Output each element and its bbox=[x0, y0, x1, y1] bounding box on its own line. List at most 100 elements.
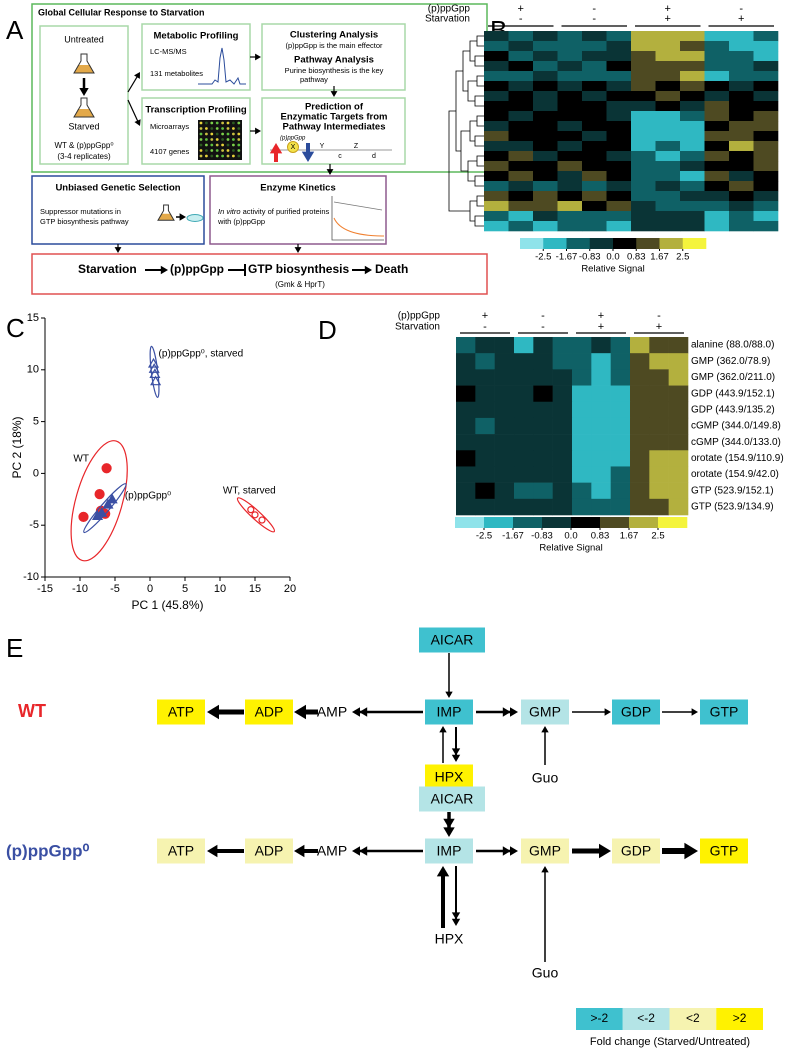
heat-cell bbox=[557, 181, 583, 192]
heat-cell bbox=[610, 337, 631, 354]
arrow-shaft bbox=[127, 75, 139, 93]
spot bbox=[226, 154, 230, 158]
heat-cell bbox=[655, 51, 681, 62]
heat-cell bbox=[508, 171, 534, 182]
spot bbox=[215, 143, 219, 147]
conclusion-sub: (Gmk & HprT) bbox=[275, 280, 325, 289]
heat-cell bbox=[484, 131, 509, 142]
heat-cell bbox=[508, 151, 534, 162]
heat-cell bbox=[680, 141, 705, 152]
heat-cell bbox=[610, 401, 631, 419]
colorbar-tick-label: -1.67 bbox=[502, 531, 524, 542]
heat-cell bbox=[610, 498, 631, 516]
header-sign: + bbox=[598, 310, 604, 322]
heat-cell bbox=[680, 171, 705, 182]
heat-cell bbox=[680, 61, 705, 72]
colorbar-block bbox=[566, 238, 591, 249]
heat-cell bbox=[533, 101, 558, 112]
heat-cell bbox=[606, 211, 632, 222]
metabolite: GTP bbox=[710, 843, 739, 859]
arrow-head bbox=[439, 726, 447, 733]
spot bbox=[215, 132, 219, 136]
heat-cell bbox=[533, 466, 553, 483]
heat-cell bbox=[582, 221, 607, 232]
panel-label: D bbox=[318, 315, 337, 345]
metabolite: AICAR bbox=[431, 632, 474, 648]
heat-cell bbox=[606, 91, 632, 102]
arrow bbox=[572, 843, 611, 859]
arrow-head bbox=[255, 53, 261, 61]
colorbar-label: Relative Signal bbox=[539, 543, 602, 554]
point bbox=[102, 498, 114, 509]
heat-cell bbox=[680, 51, 705, 62]
heat-cell bbox=[582, 171, 607, 182]
colorbar-block bbox=[543, 238, 567, 249]
metabolite-box bbox=[700, 838, 748, 864]
heat-cell bbox=[582, 51, 607, 62]
legend-swatch bbox=[669, 1008, 717, 1030]
heat-cell bbox=[572, 417, 592, 435]
heat-cell bbox=[630, 434, 650, 451]
heat-cell bbox=[557, 101, 583, 112]
heat-cell bbox=[456, 466, 476, 483]
heat-cell bbox=[606, 201, 632, 212]
heat-cell bbox=[631, 191, 656, 202]
header-sign: - bbox=[541, 321, 545, 333]
heat-cell bbox=[533, 498, 553, 516]
box bbox=[39, 25, 129, 165]
dendrogram bbox=[460, 130, 470, 172]
heat-cell bbox=[649, 337, 669, 354]
heat-cell bbox=[475, 401, 495, 419]
pathway-text: Purine biosynthesis is the key bbox=[285, 66, 384, 75]
heat-cell bbox=[508, 101, 534, 112]
heat-cell bbox=[533, 221, 558, 232]
heat-cell bbox=[753, 221, 779, 232]
heat-cell bbox=[606, 191, 632, 202]
colorbar-block bbox=[484, 517, 514, 528]
heat-cell bbox=[631, 181, 656, 192]
heat-cell bbox=[668, 466, 689, 483]
heat-cell bbox=[729, 201, 754, 212]
heat-cell bbox=[668, 417, 689, 435]
heat-cell bbox=[557, 81, 583, 92]
colorbar-block bbox=[658, 517, 688, 528]
spot bbox=[237, 138, 241, 141]
heat-cell bbox=[475, 498, 495, 516]
heat-cell bbox=[680, 201, 705, 212]
mini-axes bbox=[331, 196, 384, 241]
colorbar-tick-label: 0.83 bbox=[591, 531, 610, 542]
heat-cell bbox=[475, 450, 495, 467]
heat-cell bbox=[753, 81, 779, 92]
spot bbox=[205, 149, 208, 152]
heat-cell bbox=[533, 81, 558, 92]
spot bbox=[221, 127, 225, 130]
heat-cell bbox=[649, 482, 669, 500]
heat-cell bbox=[704, 221, 730, 232]
heat-cell bbox=[606, 121, 632, 132]
heat-cell bbox=[572, 369, 592, 386]
heat-cell bbox=[508, 41, 534, 52]
heat-cell bbox=[655, 181, 681, 192]
heat-cell bbox=[591, 401, 611, 419]
colorbar-block bbox=[613, 238, 637, 249]
heat-cell bbox=[533, 141, 558, 152]
heat-cell bbox=[630, 498, 650, 516]
heat-cell bbox=[494, 417, 515, 435]
heat-cell bbox=[508, 111, 534, 122]
heat-cell bbox=[552, 498, 573, 516]
heat-cell bbox=[631, 101, 656, 112]
pathway-letter: Y bbox=[320, 143, 325, 150]
heat-cell bbox=[680, 131, 705, 142]
row-label: GMP (362.0/211.0) bbox=[691, 372, 775, 383]
x-tick-label: 5 bbox=[182, 583, 188, 595]
heat-cell bbox=[557, 61, 583, 72]
heat-cell bbox=[630, 417, 650, 435]
heat-cell bbox=[704, 191, 730, 202]
heat-cell bbox=[606, 31, 632, 42]
flask-liquid bbox=[158, 213, 174, 221]
spot bbox=[210, 127, 214, 130]
heat-cell bbox=[533, 450, 553, 467]
heat-cell bbox=[533, 91, 558, 102]
heat-cell bbox=[680, 81, 705, 92]
heat-cell bbox=[655, 91, 681, 102]
